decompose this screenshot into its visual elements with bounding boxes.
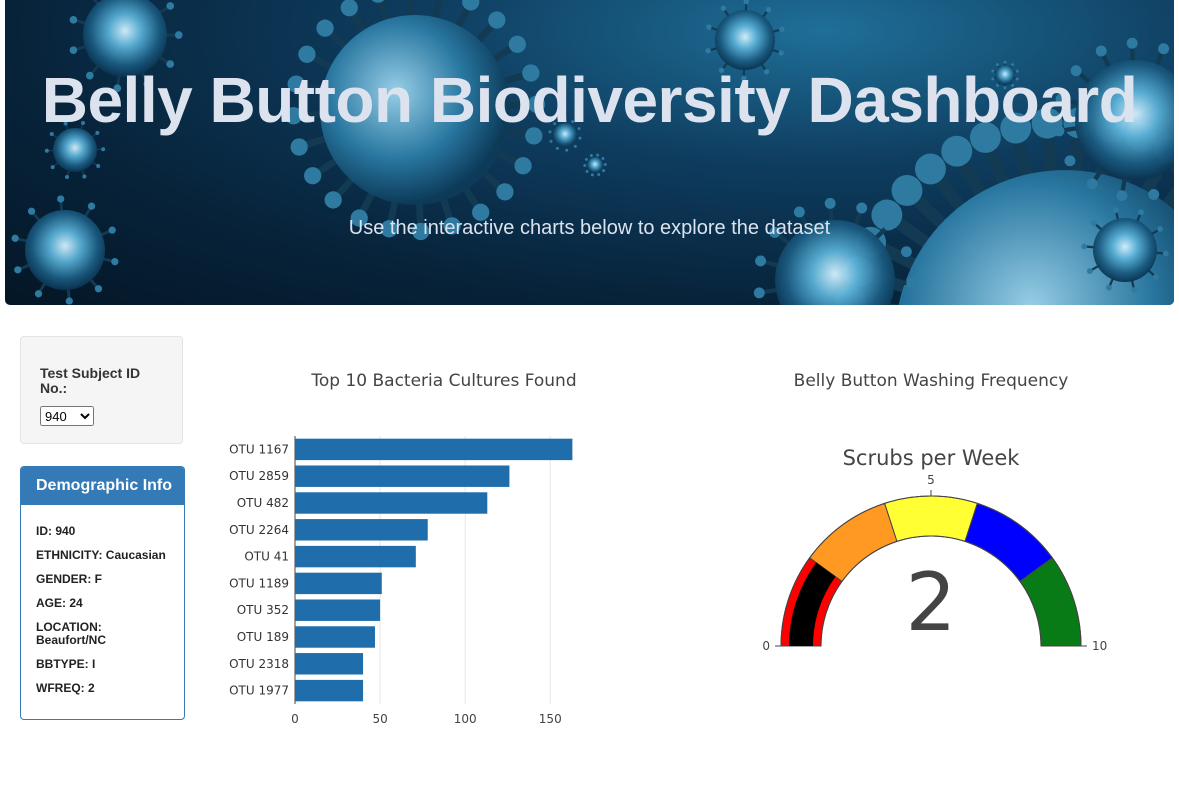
virus-decoration — [44, 120, 106, 180]
demographic-info-heading: Demographic Info — [21, 467, 184, 505]
demographic-info-panel: Demographic Info ID: 940 ETHNICITY: Cauc… — [20, 466, 185, 720]
bar-y-tick-label: OTU 1167 — [229, 442, 289, 456]
subject-selector-panel: Test Subject ID No.: 940 — [20, 336, 183, 444]
page-title: Belly Button Biodiversity Dashboard — [41, 64, 1138, 136]
bar-y-tick-label: OTU 189 — [237, 630, 289, 644]
gauge-tick-label: 5 — [927, 473, 935, 487]
bar-y-tick-label: OTU 2264 — [229, 523, 289, 537]
virus-decoration — [548, 118, 582, 152]
gauge-chart-title: Belly Button Washing Frequency — [794, 371, 1069, 391]
bar-x-tick-label: 100 — [454, 712, 477, 726]
demographic-age: AGE: 24 — [36, 596, 83, 610]
bar-otu-2318[interactable] — [295, 653, 364, 675]
bar-y-tick-label: OTU 1189 — [229, 576, 289, 590]
demographic-gender: GENDER: F — [36, 572, 102, 586]
bar-otu-1167[interactable] — [295, 438, 573, 461]
bar-otu-352[interactable] — [295, 599, 381, 621]
virus-decoration — [991, 60, 1019, 90]
bar-x-tick-label: 0 — [291, 712, 299, 726]
virus-decoration — [11, 195, 119, 305]
demographic-location: LOCATION: Beaufort/NC — [36, 620, 107, 647]
gauge-tick-label: 0 — [762, 639, 770, 653]
bar-y-tick-label: OTU 482 — [237, 496, 289, 510]
bar-y-tick-label: OTU 352 — [237, 603, 289, 617]
bar-y-tick-label: OTU 41 — [244, 550, 289, 564]
subject-id-dropdown[interactable]: 940 — [40, 406, 94, 426]
virus-decoration — [1081, 207, 1169, 293]
gauge-label: Scrubs per Week — [843, 446, 1021, 470]
virus-decoration — [705, 0, 785, 82]
top-ten-bar-chart[interactable]: Top 10 Bacteria Cultures Found OTU 1167 O… — [215, 350, 635, 730]
demographic-bbtype: BBTYPE: I — [36, 657, 96, 671]
bar-y-tick-label: OTU 2318 — [229, 657, 289, 671]
virus-background-image — [11, 0, 1174, 305]
bar-otu-1189[interactable] — [295, 572, 382, 595]
demographic-wfreq: WFREQ: 2 — [36, 681, 95, 695]
bar-otu-482[interactable] — [295, 492, 488, 514]
virus-decoration — [1053, 37, 1174, 202]
bar-chart-title: Top 10 Bacteria Cultures Found — [310, 371, 576, 391]
demographic-id: ID: 940 — [36, 524, 76, 538]
bar-x-tick-label: 50 — [372, 712, 387, 726]
gauge-tick-label: 10 — [1092, 639, 1107, 653]
gauge-value-number: 2 — [906, 556, 957, 649]
bar-otu-41[interactable] — [295, 545, 416, 568]
gauge-step-2 — [884, 495, 978, 543]
washing-frequency-gauge-chart[interactable]: Belly Button Washing Frequency Scrubs pe… — [740, 350, 1140, 670]
gauge-outline — [780, 495, 1082, 647]
demographic-info-body: ID: 940 ETHNICITY: Caucasian GENDER: F A… — [21, 505, 184, 695]
virus-decoration — [753, 197, 918, 305]
bar-y-tick-label: OTU 1977 — [229, 684, 289, 698]
bar-x-tick-label: 150 — [539, 712, 562, 726]
virus-decoration — [284, 0, 546, 241]
bar-y-tick-label: OTU 2859 — [229, 469, 289, 483]
bar-otu-2859[interactable] — [295, 465, 510, 487]
virus-decoration — [69, 0, 183, 93]
virus-decoration — [583, 153, 607, 177]
gauge-value-bar — [789, 562, 836, 646]
bar-otu-1977[interactable] — [295, 679, 364, 702]
bar-otu-2264[interactable] — [295, 519, 428, 541]
demographic-ethnicity: ETHNICITY: Caucasian — [36, 548, 166, 562]
subject-selector-label: Test Subject ID No.: — [40, 365, 141, 396]
bar-otu-189[interactable] — [295, 626, 375, 648]
page-subtitle: Use the interactive charts below to expl… — [348, 217, 831, 239]
header-jumbotron: Belly Button Biodiversity Dashboard Use … — [5, 0, 1174, 305]
